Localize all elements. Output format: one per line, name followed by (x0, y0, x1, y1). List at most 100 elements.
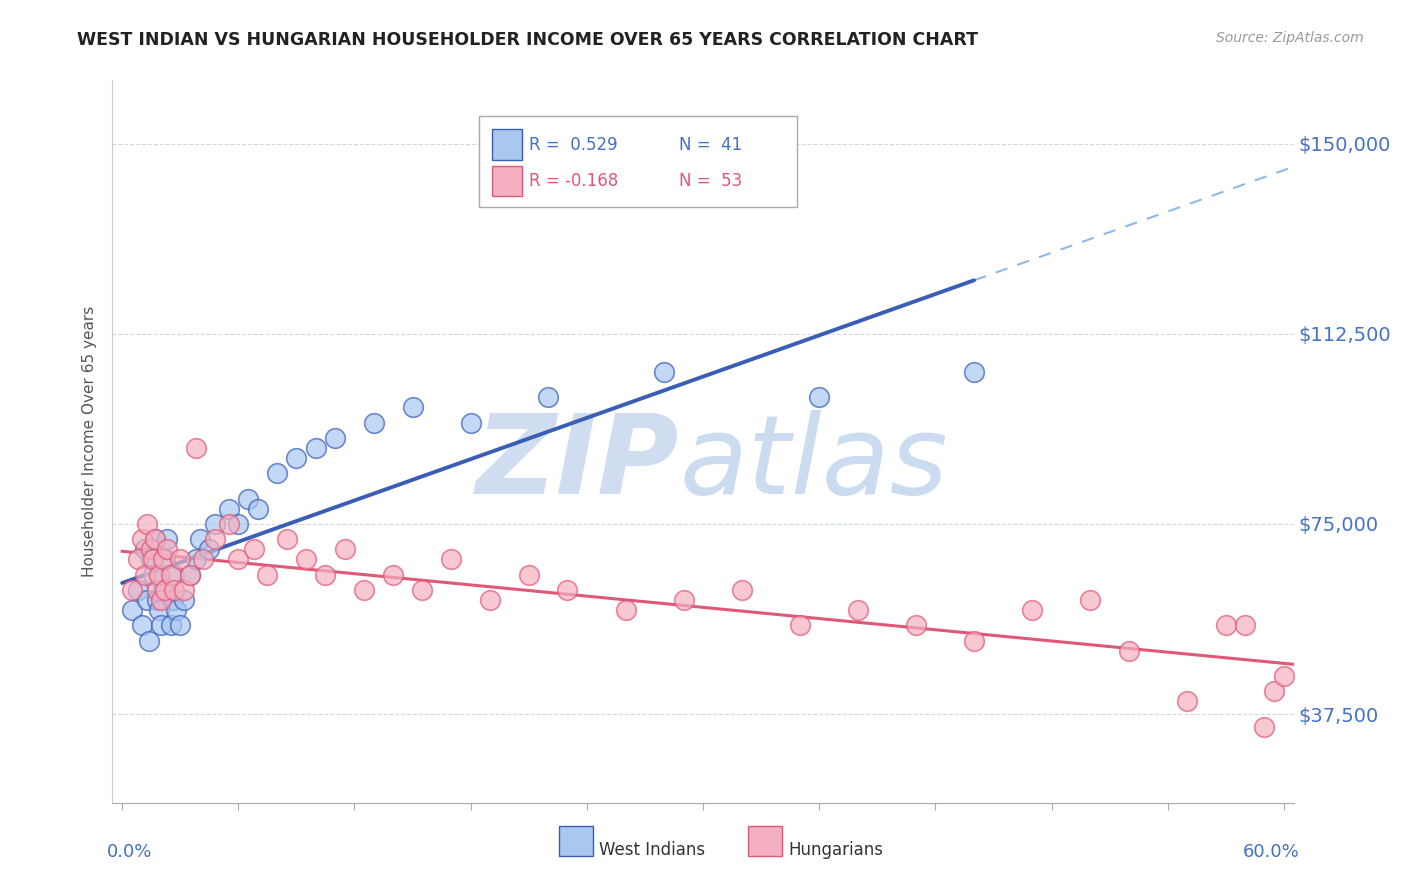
Point (479, 593, 502, 607)
Point (614, 603, 637, 617)
Point (204, 516, 226, 531)
Point (159, 567, 181, 582)
Point (266, 467, 288, 481)
Text: atlas: atlas (679, 409, 948, 516)
Point (228, 516, 250, 531)
Point (142, 567, 165, 582)
Point (1263, 684, 1285, 698)
Point (440, 552, 463, 566)
Point (127, 582, 149, 597)
Point (256, 567, 278, 582)
Point (246, 501, 269, 516)
Point (353, 582, 375, 597)
Point (236, 491, 259, 506)
Point (1021, 603, 1043, 617)
Point (537, 390, 560, 404)
Point (460, 416, 482, 430)
Point (188, 532, 211, 546)
Point (1234, 618, 1257, 632)
Point (198, 542, 221, 557)
Point (285, 450, 308, 465)
Point (146, 593, 169, 607)
Point (141, 542, 163, 557)
Point (1253, 720, 1275, 734)
Point (243, 542, 266, 557)
Point (963, 633, 986, 648)
Point (138, 633, 160, 648)
FancyBboxPatch shape (560, 826, 593, 856)
Point (131, 532, 153, 546)
Point (121, 603, 143, 617)
Point (173, 593, 195, 607)
Point (136, 593, 159, 607)
Point (276, 532, 298, 546)
Point (153, 552, 176, 566)
Text: 60.0%: 60.0% (1243, 843, 1299, 861)
Text: ZIP: ZIP (475, 409, 679, 516)
Point (136, 516, 159, 531)
Point (314, 567, 336, 582)
Point (163, 567, 186, 582)
Point (134, 542, 156, 557)
Point (1175, 694, 1198, 708)
Point (143, 532, 166, 546)
Point (149, 593, 172, 607)
Point (808, 390, 831, 404)
Text: R = -0.168: R = -0.168 (530, 172, 619, 190)
Point (148, 603, 170, 617)
Point (411, 582, 433, 597)
Text: R =  0.529: R = 0.529 (530, 136, 619, 153)
Point (305, 441, 328, 455)
Point (382, 567, 405, 582)
Text: Hungarians: Hungarians (787, 841, 883, 859)
Point (131, 618, 153, 632)
Point (153, 582, 176, 597)
Text: Source: ZipAtlas.com: Source: ZipAtlas.com (1216, 31, 1364, 45)
Point (401, 401, 423, 415)
Point (169, 618, 191, 632)
Point (731, 582, 754, 597)
Point (672, 593, 695, 607)
Point (143, 532, 166, 546)
Point (363, 416, 385, 430)
Point (121, 582, 143, 597)
Point (652, 365, 675, 379)
Point (169, 552, 191, 566)
Point (963, 365, 986, 379)
Point (127, 552, 149, 566)
Point (179, 567, 201, 582)
Point (141, 552, 163, 566)
FancyBboxPatch shape (748, 826, 782, 856)
Point (295, 552, 318, 566)
Point (149, 618, 172, 632)
Point (148, 567, 170, 582)
Point (193, 552, 215, 566)
Point (1272, 669, 1295, 683)
Point (152, 552, 174, 566)
Point (159, 618, 181, 632)
Point (184, 552, 207, 566)
Point (142, 552, 165, 566)
Point (146, 582, 169, 597)
Point (218, 501, 240, 516)
FancyBboxPatch shape (478, 117, 797, 207)
Y-axis label: Householder Income Over 65 years: Householder Income Over 65 years (82, 306, 97, 577)
Point (1078, 593, 1101, 607)
Point (173, 582, 195, 597)
Point (163, 582, 186, 597)
FancyBboxPatch shape (492, 166, 522, 196)
Point (789, 618, 811, 632)
Point (184, 441, 207, 455)
Point (162, 593, 184, 607)
Point (156, 542, 179, 557)
Point (156, 532, 179, 546)
Point (218, 516, 240, 531)
Text: N =  53: N = 53 (679, 172, 742, 190)
Point (904, 618, 927, 632)
Point (1215, 618, 1237, 632)
Point (204, 532, 226, 546)
Point (846, 603, 869, 617)
Point (179, 567, 201, 582)
Point (165, 603, 187, 617)
Point (152, 582, 174, 597)
